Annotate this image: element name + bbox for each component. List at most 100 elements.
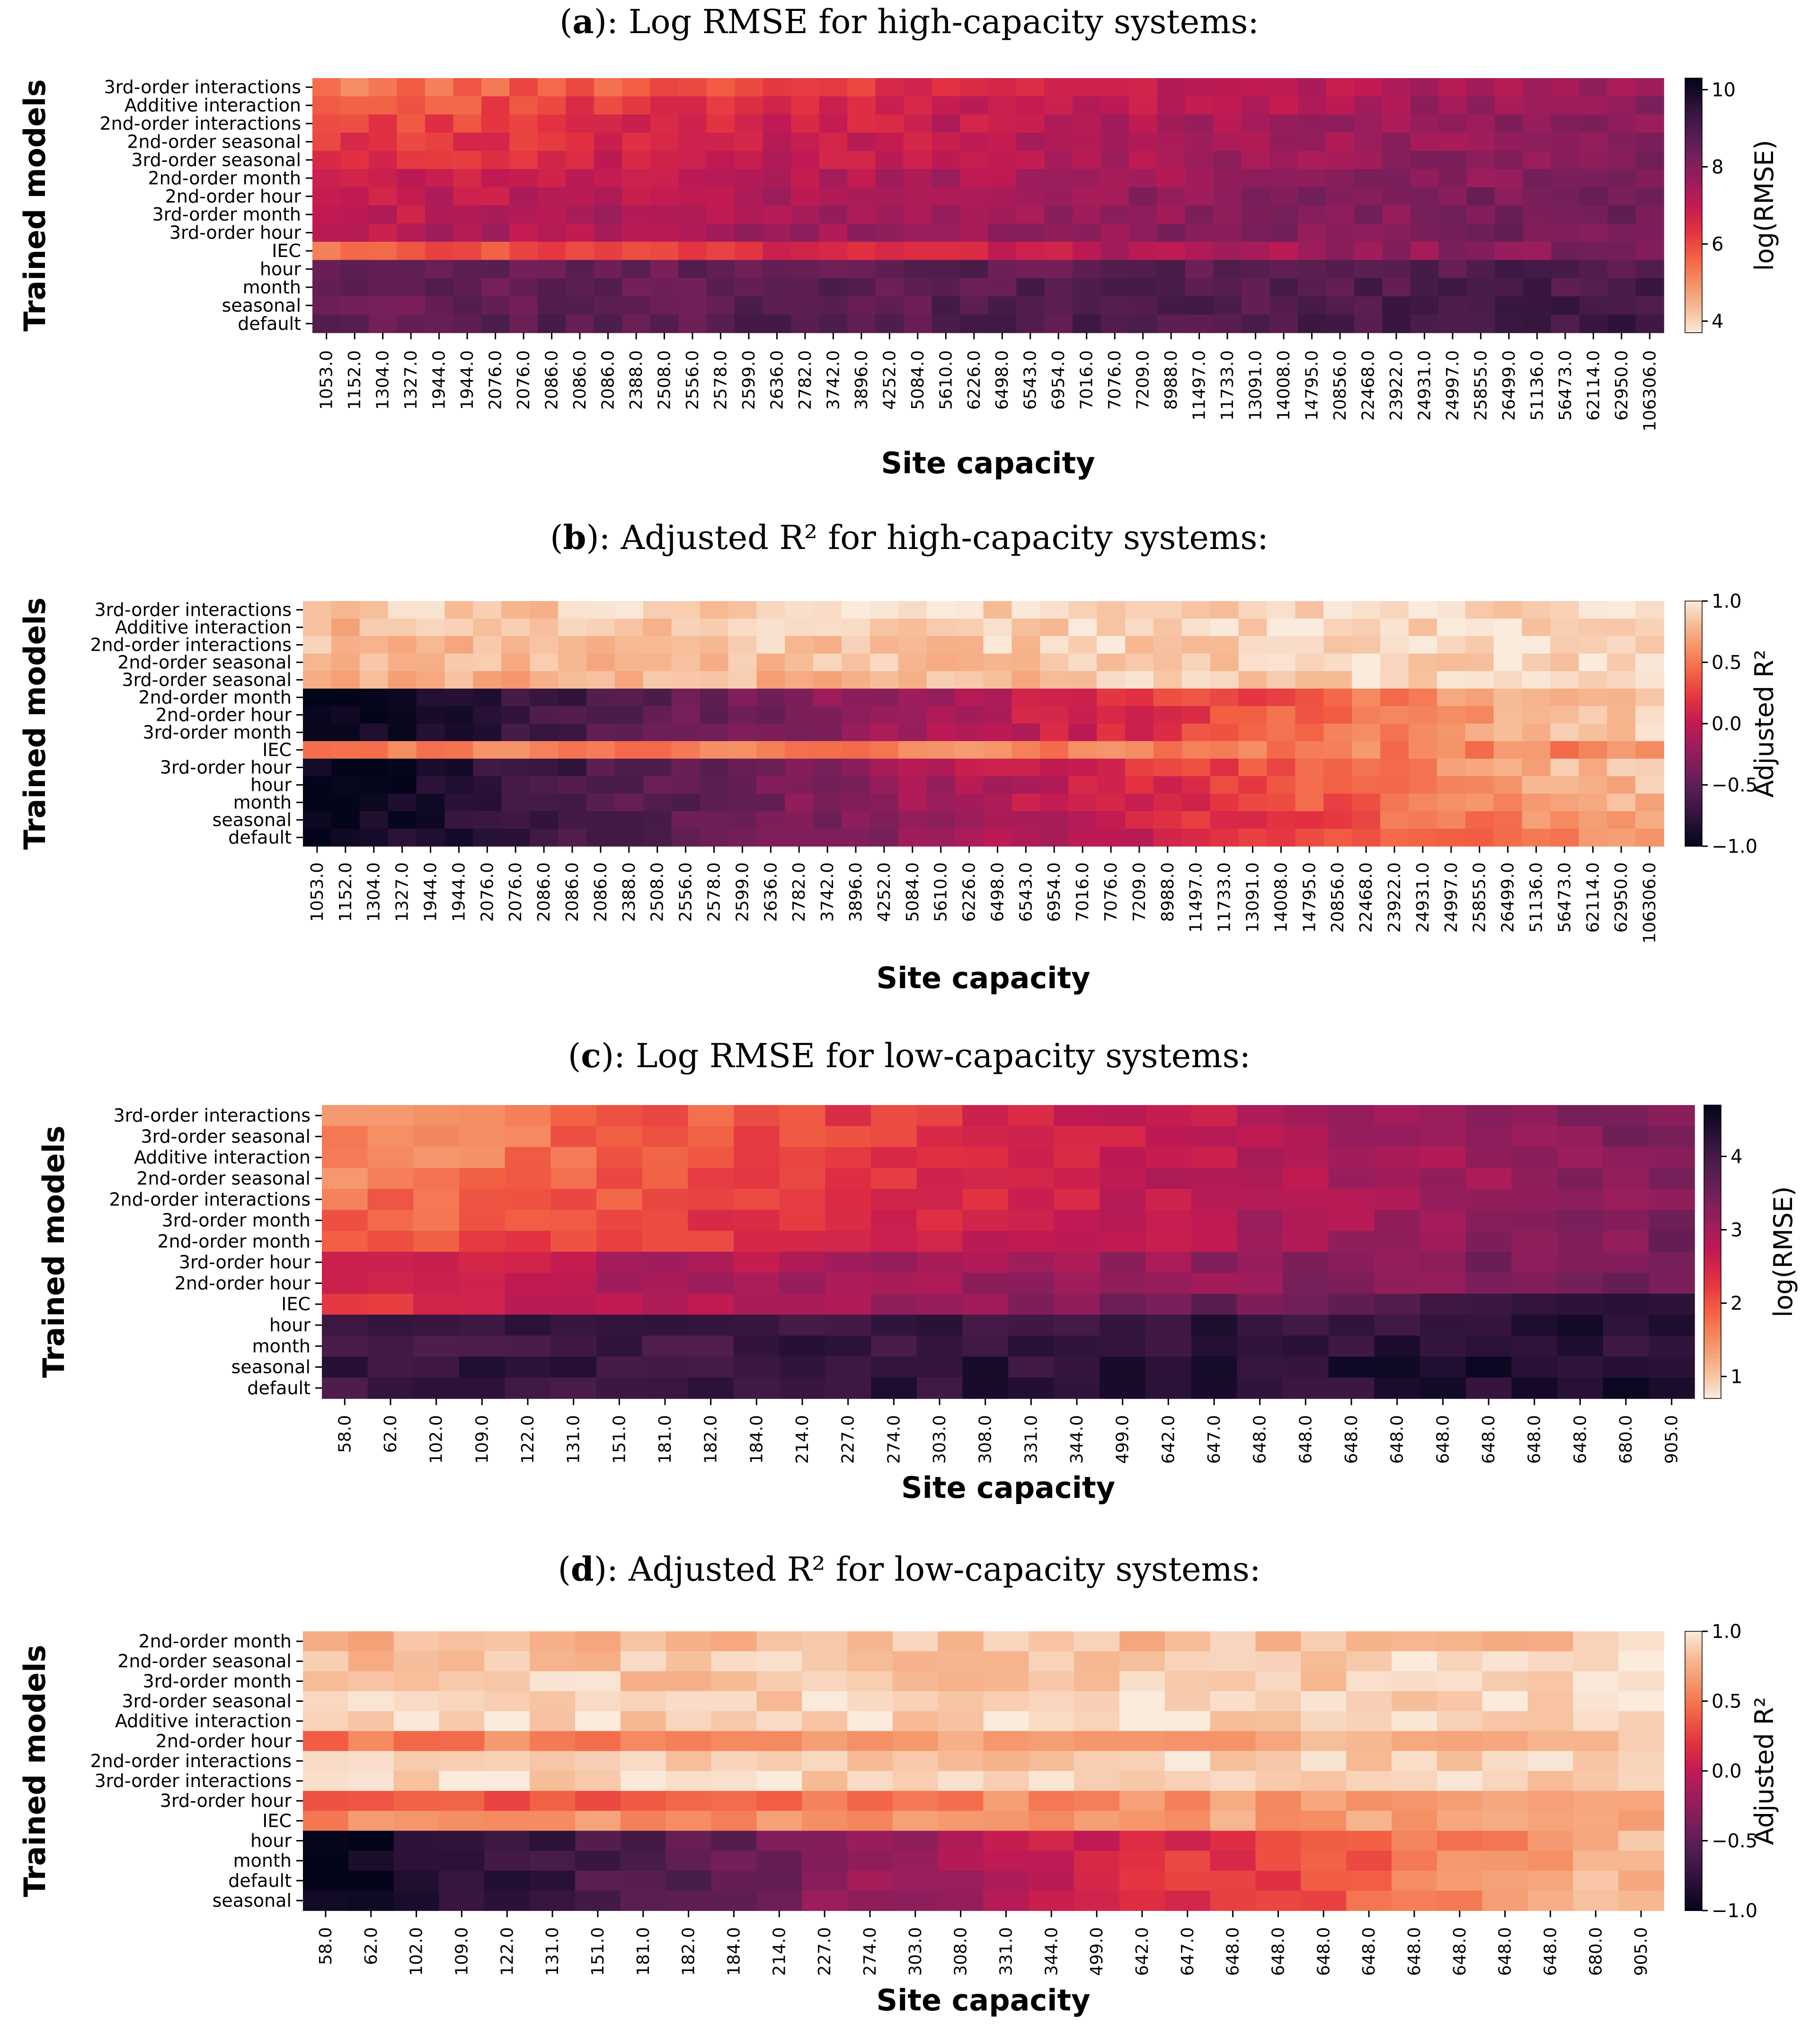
heatmap-cell	[1044, 150, 1073, 169]
heatmap-cell	[1635, 260, 1664, 279]
col-label: 62950.0	[1612, 350, 1632, 421]
heatmap-cell	[1635, 671, 1664, 689]
heatmap-cell	[348, 1731, 394, 1752]
colorbar-segment	[1685, 751, 1702, 755]
heatmap-cell	[1040, 811, 1069, 829]
heatmap-cell	[1145, 1314, 1192, 1336]
heatmap-cell	[1466, 314, 1495, 333]
heatmap-cell	[813, 706, 842, 724]
heatmap-cell	[1511, 1210, 1558, 1231]
heatmap-cell	[785, 601, 814, 619]
heatmap-cell	[505, 1210, 551, 1231]
heatmap-cell	[1380, 706, 1409, 724]
heatmap-cell	[1125, 706, 1154, 724]
colorbar-segment	[1685, 1861, 1702, 1866]
colorbar-label: Adjusted R²	[1749, 650, 1779, 798]
row-label: 3rd-order month	[162, 1210, 311, 1231]
heatmap-cell	[1301, 1811, 1347, 1832]
heatmap-cell	[1100, 1293, 1146, 1315]
heatmap-cell	[926, 724, 956, 742]
heatmap-cell	[916, 1230, 963, 1252]
heatmap-cell	[575, 1711, 621, 1732]
heatmap-cell	[1283, 1168, 1329, 1189]
heatmap-cell	[586, 811, 615, 829]
heatmap-cell	[439, 1870, 485, 1891]
colorbar-segment	[1685, 94, 1702, 98]
heatmap-cell	[1164, 1831, 1211, 1851]
heatmap-cell	[791, 278, 820, 297]
heatmap-cell	[1354, 150, 1383, 169]
heatmap-cell	[1550, 724, 1579, 742]
x-axis-label: Site capacity	[876, 1983, 1090, 2017]
heatmap-cell	[331, 619, 360, 637]
heatmap-cell	[1466, 150, 1495, 169]
heatmap-cell	[847, 278, 876, 297]
heatmap-cell	[1237, 1147, 1283, 1168]
heatmap-cell	[340, 205, 369, 224]
heatmap-cell	[1213, 260, 1242, 279]
heatmap-cell	[1380, 741, 1409, 759]
heatmap-cell	[416, 671, 445, 689]
colorbar-segment	[1685, 1802, 1702, 1806]
heatmap-cell	[802, 1890, 848, 1911]
heatmap-cell	[1267, 759, 1296, 777]
heatmap-cell	[892, 1651, 939, 1672]
heatmap-cell	[1008, 1273, 1055, 1294]
heatmap-cell	[898, 741, 927, 759]
heatmap-cell	[700, 601, 729, 619]
colorbar-segment	[1685, 259, 1702, 263]
col-label: 14795.0	[1300, 862, 1319, 933]
heatmap-cell	[819, 78, 848, 97]
heatmap-cell	[1213, 133, 1242, 151]
colorbar-segment	[1685, 230, 1702, 235]
heatmap-cell	[1420, 1147, 1466, 1168]
heatmap-cell	[1295, 689, 1324, 707]
heatmap-cell	[1185, 278, 1214, 297]
heatmap-cell	[1054, 1168, 1100, 1189]
heatmap-cell	[1255, 1870, 1302, 1891]
heatmap-cell	[892, 1771, 939, 1791]
col-label: 5610.0	[932, 862, 951, 922]
heatmap-cell	[650, 169, 679, 188]
heatmap-cell	[1145, 1377, 1192, 1399]
heatmap-cell	[904, 296, 932, 315]
colorbar-segment	[1685, 301, 1702, 305]
heatmap-cell	[819, 96, 848, 115]
colorbar-segment	[1685, 282, 1702, 285]
col-label: 106306.0	[1640, 862, 1659, 944]
colorbar-tick-label: 8	[1712, 156, 1723, 178]
col-label: 1053.0	[308, 862, 327, 922]
heatmap-cell	[1408, 741, 1437, 759]
heatmap-cell	[1295, 671, 1324, 689]
heatmap-cell	[425, 133, 454, 151]
col-label: 6543.0	[1016, 862, 1036, 922]
colorbar-segment	[1704, 1307, 1721, 1311]
colorbar-segment	[1685, 757, 1702, 761]
heatmap-cell	[1125, 724, 1154, 742]
heatmap-cell	[962, 1314, 1009, 1336]
colorbar-segment	[1685, 1750, 1702, 1754]
heatmap-cell	[1044, 114, 1073, 133]
heatmap-cell	[1068, 759, 1097, 777]
colorbar-segment	[1685, 1868, 1702, 1873]
colorbar-segment	[1685, 1670, 1702, 1674]
x-axis-label: Site capacity	[901, 1470, 1115, 1505]
heatmap-cell	[871, 1147, 917, 1168]
heatmap-cell	[413, 1210, 460, 1231]
heatmap-cell	[785, 654, 814, 672]
col-label: 499.0	[1087, 1927, 1107, 1976]
heatmap-cell	[779, 1126, 826, 1148]
heatmap-cell	[1522, 759, 1551, 777]
colorbar-segment	[1685, 1893, 1702, 1897]
heatmap-cell	[1392, 1671, 1437, 1692]
heatmap-cell	[501, 741, 530, 759]
heatmap-cell	[1551, 78, 1580, 97]
colorbar-tick-label: 6	[1712, 234, 1723, 256]
heatmap-cell	[303, 1850, 349, 1871]
heatmap-cell	[756, 1831, 802, 1851]
heatmap-cell	[575, 1751, 621, 1771]
heatmap-cell	[1008, 1336, 1055, 1357]
heatmap-cell	[594, 78, 623, 97]
heatmap-cell	[416, 829, 445, 847]
heatmap-cell	[1420, 1168, 1466, 1189]
